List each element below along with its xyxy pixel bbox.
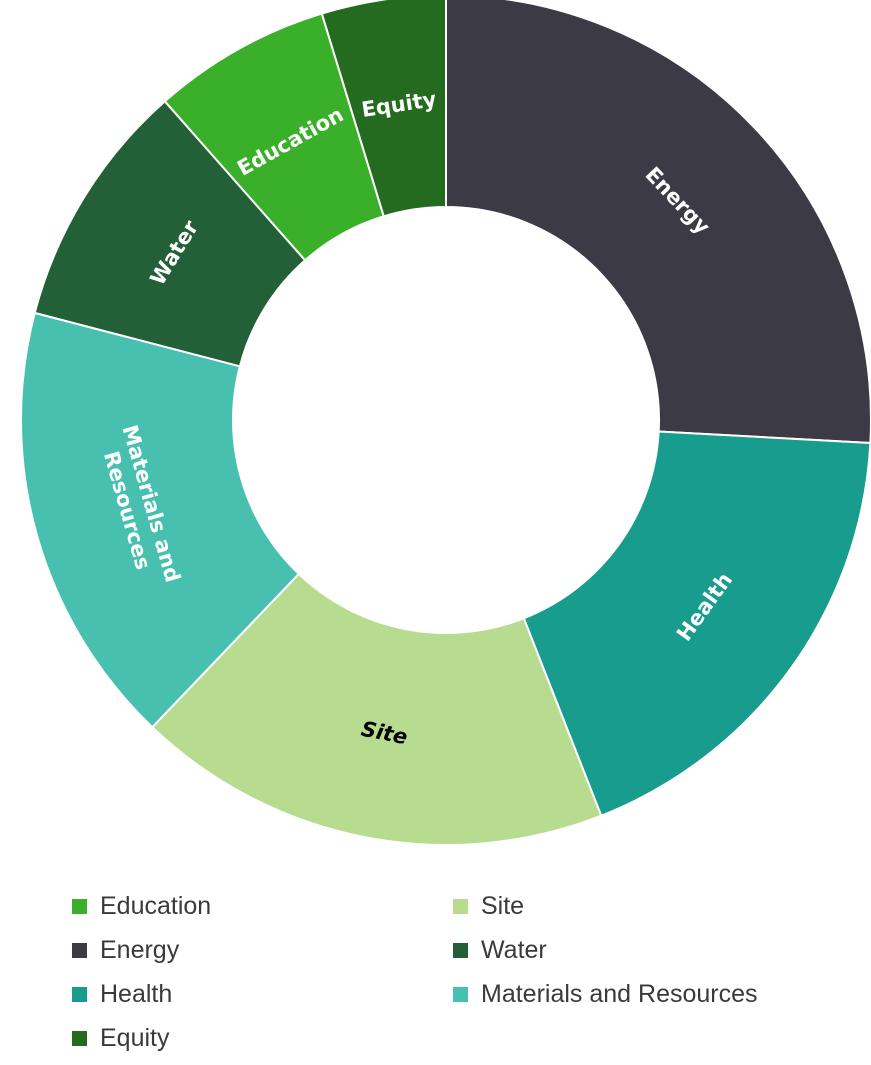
- legend-swatch: [72, 1030, 87, 1046]
- legend-item-site: Site: [453, 884, 852, 928]
- legend-label: Materials and Resources: [481, 979, 758, 1008]
- legend-swatch: [72, 986, 87, 1002]
- legend-label: Equity: [100, 1023, 170, 1052]
- slice-site: [150, 572, 603, 846]
- legend-item-energy: Energy: [72, 928, 453, 972]
- slice-health: [522, 430, 871, 817]
- legend-swatch: [453, 898, 468, 914]
- legend-label: Energy: [100, 935, 180, 964]
- slice-equity: [320, 0, 447, 218]
- slice-materials-and-resources: [20, 311, 301, 729]
- legend-swatch: [453, 942, 468, 958]
- legend-item-health: Health: [72, 972, 453, 1016]
- legend-item-equity: Equity: [72, 1016, 453, 1060]
- legend-swatch: [72, 942, 87, 958]
- legend-label: Education: [100, 891, 212, 920]
- legend-label: Health: [100, 979, 173, 1008]
- slice-energy: [445, 0, 871, 444]
- legend-item-education: Education: [72, 884, 453, 928]
- chart-legend: Education Site Energy Water Health Materials …: [72, 884, 852, 1060]
- legend-swatch: [453, 986, 468, 1002]
- legend-label: Site: [481, 891, 525, 920]
- legend-item-water: Water: [453, 928, 852, 972]
- legend-label: Water: [481, 935, 547, 964]
- legend-swatch: [72, 898, 87, 914]
- legend-item-materials-and-resources: Materials and Resources: [453, 972, 852, 1016]
